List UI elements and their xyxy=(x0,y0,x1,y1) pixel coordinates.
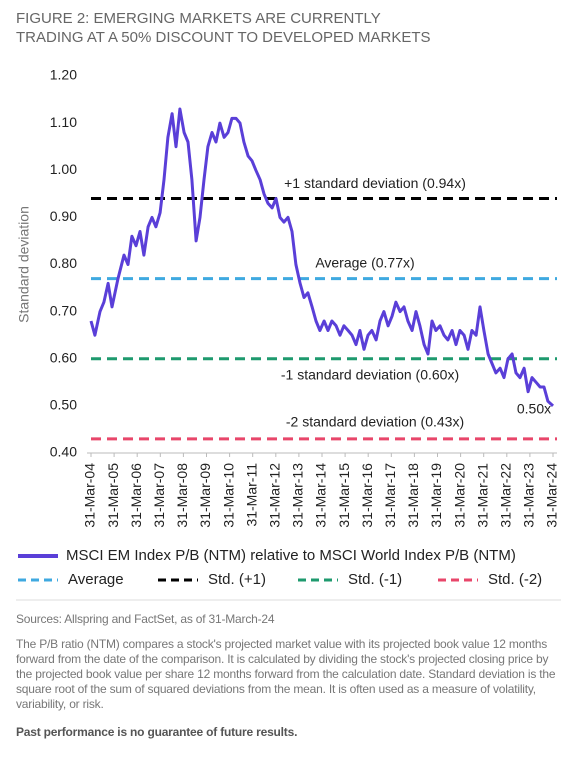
reference-label: -1 standard deviation (0.60x) xyxy=(281,366,459,382)
x-tick-label: 31-Mar-14 xyxy=(313,463,329,528)
x-tick-label: 31-Mar-23 xyxy=(521,463,537,528)
x-tick-label: 31-Mar-07 xyxy=(151,463,167,528)
x-tick-label: 31-Mar-11 xyxy=(243,463,259,527)
x-tick-label: 31-Mar-21 xyxy=(474,463,490,528)
x-tick-label: 31-Mar-17 xyxy=(382,463,398,528)
y-axis-label: Standard deviation xyxy=(16,206,32,323)
y-tick-label: 1.10 xyxy=(50,114,77,130)
legend-label: Average xyxy=(68,571,124,588)
x-tick-label: 31-Mar-04 xyxy=(82,463,98,528)
reference-label: -2 standard deviation (0.43x) xyxy=(286,414,464,430)
x-tick-label: 31-Mar-24 xyxy=(544,463,560,528)
y-tick-label: 1.00 xyxy=(50,161,77,177)
legend-label: MSCI EM Index P/B (NTM) relative to MSCI… xyxy=(66,547,516,564)
x-tick-label: 31-Mar-09 xyxy=(197,463,213,528)
chart: Standard deviation 0.40 0.50 0.60 0.70 0.80 0.… xyxy=(16,67,561,601)
y-tick-label: 0.40 xyxy=(50,444,77,460)
x-tick-label: 31-Mar-16 xyxy=(359,463,375,528)
y-tick-label: 0.50 xyxy=(50,397,77,413)
reference-label: Average (0.77x) xyxy=(315,254,414,270)
x-tick-label: 31-Mar-13 xyxy=(290,463,306,528)
data-line xyxy=(89,107,555,408)
y-tick-label: 0.60 xyxy=(50,349,77,365)
y-tick-label: 0.90 xyxy=(50,208,77,224)
x-tick-label: 31-Mar-05 xyxy=(105,463,121,528)
x-tick-label: 31-Mar-06 xyxy=(128,463,144,528)
source: Sources: Allspring and FactSet, as of 31… xyxy=(16,612,275,626)
disclaimer: Past performance is no guarantee of futu… xyxy=(16,725,298,739)
x-tick-label: 31-Mar-20 xyxy=(451,463,467,528)
y-tick-label: 1.20 xyxy=(50,67,77,83)
note: The P/B ratio (NTM) compares a stock's p… xyxy=(16,637,556,711)
x-tick-label: 31-Mar-12 xyxy=(267,463,283,528)
legend-label: Std. (+1) xyxy=(208,571,266,588)
y-tick-label: 0.80 xyxy=(50,255,77,271)
end-label: 0.50x xyxy=(517,401,551,417)
legend-label: Std. (-1) xyxy=(348,571,402,588)
reference-label: +1 standard deviation (0.94x) xyxy=(284,175,466,191)
x-tick-label: 31-Mar-18 xyxy=(405,463,421,528)
x-tick-label: 31-Mar-19 xyxy=(428,463,444,528)
chart-title: FIGURE 2: EMERGING MARKETS ARE CURRENTLY… xyxy=(16,10,431,46)
x-tick-label: 31-Mar-10 xyxy=(220,463,236,528)
y-tick-label: 0.70 xyxy=(50,302,77,318)
x-tick-label: 31-Mar-15 xyxy=(336,463,352,528)
legend-label: Std. (-2) xyxy=(488,571,542,588)
x-tick-label: 31-Mar-08 xyxy=(174,463,190,528)
x-tick-label: 31-Mar-22 xyxy=(498,463,514,528)
